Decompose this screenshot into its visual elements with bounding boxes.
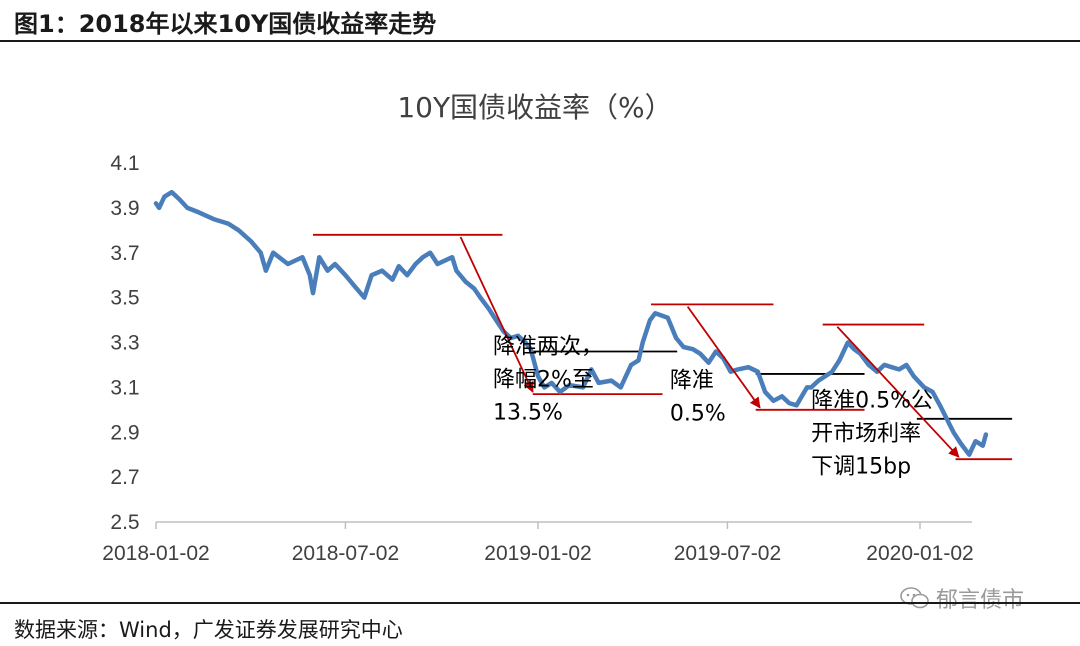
x-axis: 2018-01-02 2018-07-02 2019-01-02 2019-07-02… — [102, 521, 974, 565]
y-tick-label: 3.7 — [110, 242, 139, 265]
trend-arrow — [686, 306, 761, 409]
y-tick-label: 2.7 — [110, 466, 139, 489]
y-tick-label: 2.9 — [110, 421, 139, 444]
y-tick-label: 3.9 — [110, 197, 139, 220]
annotation-line: 降准0.5%公 — [811, 389, 933, 414]
y-tick-label: 3.3 — [110, 332, 139, 355]
bottom-rule — [0, 602, 1080, 604]
series-line — [153, 189, 989, 457]
series-layer — [153, 189, 989, 457]
annotation-text: 降准0.5%公开市场利率下调15bp — [811, 389, 933, 480]
reference-lines — [312, 233, 1013, 461]
annotation-line: 降幅2%至 — [493, 368, 594, 393]
watermark-text: 郁言债市 — [936, 588, 1025, 613]
annotation-line: 降准 — [670, 368, 714, 393]
annotation-text: 降准 0.5% — [670, 368, 726, 426]
y-tick-label: 3.5 — [110, 287, 139, 310]
yield-line-chart: 10Y国债收益率（%） 4.13.93.73.53.33.12.92.72.5 … — [102, 91, 1013, 565]
annotation-line: 降准两次， — [493, 335, 603, 360]
y-tick-label: 4.1 — [110, 152, 139, 175]
trend-arrow — [459, 236, 534, 393]
y-axis: 4.1 3.9 3.7 3.5 3.3 3.1 2.9 2.7 2.5 — [110, 152, 139, 534]
chart-title: 10Y国债收益率（%） — [397, 91, 672, 124]
annotation-line: 下调15bp — [811, 455, 911, 480]
x-tick-label: 2018-07-02 — [292, 542, 399, 565]
arrow-layer — [459, 236, 960, 458]
trend-arrow — [836, 326, 960, 458]
annotation-line: 0.5% — [670, 401, 726, 426]
annotation-line: 开市场利率 — [811, 422, 921, 447]
wechat-icon — [900, 587, 930, 609]
y-tick-label: 3.1 — [110, 376, 139, 399]
x-tick-label: 2020-01-02 — [866, 542, 973, 565]
x-tick-label: 2019-01-02 — [484, 542, 591, 565]
top-rule — [0, 40, 1080, 42]
watermark: 郁言债市 — [900, 582, 1024, 614]
x-tick-label: 2019-07-02 — [674, 542, 781, 565]
annotation-text: 降准两次， 降幅2%至 13.5% — [493, 335, 603, 426]
x-tick-label: 2018-01-02 — [102, 542, 209, 565]
annotation-layer: 降准两次， 降幅2%至 13.5% 降准 0.5% 降准0.5%公开市场利率下调15bp — [493, 335, 933, 480]
annotation-line: 13.5% — [493, 401, 563, 426]
source-note: 数据来源：Wind，广发证券发展研究中心 — [14, 618, 403, 642]
figure-title: 图1：2018年以来10Y国债收益率走势 — [14, 10, 437, 38]
y-tick-label: 2.5 — [110, 511, 139, 534]
